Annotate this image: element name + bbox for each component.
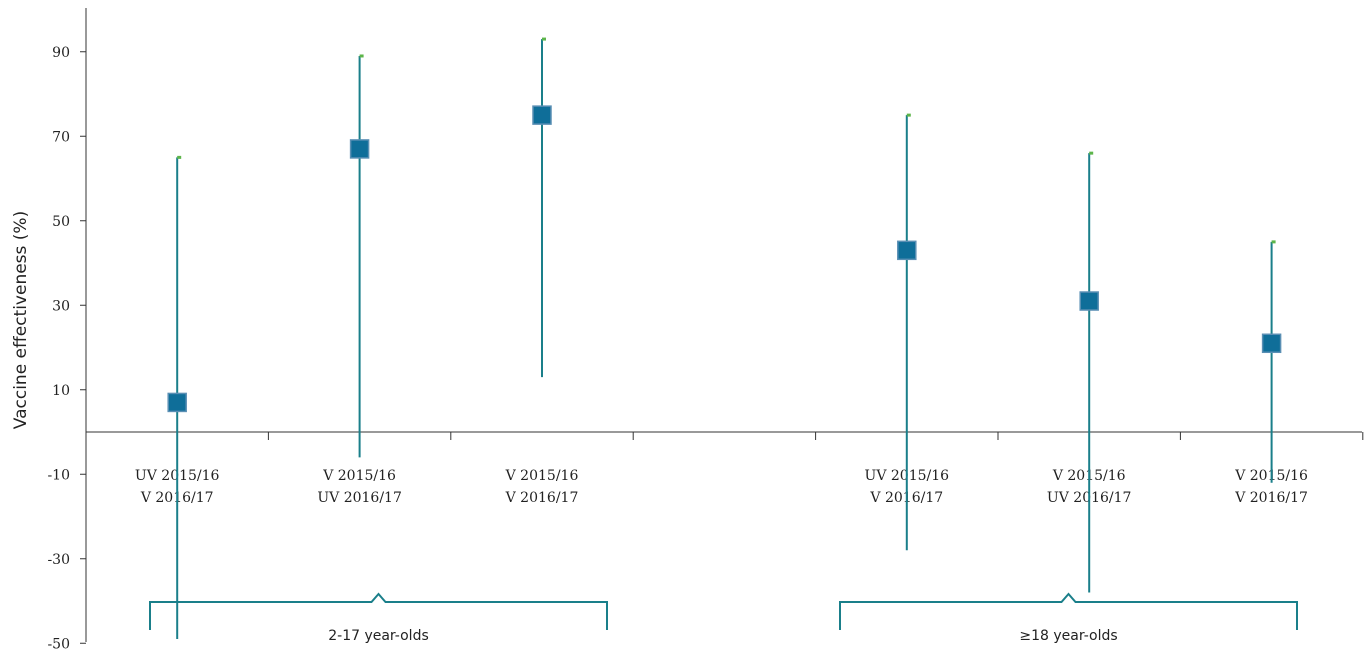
y-tick-label: -30 (47, 552, 70, 568)
y-tick-label: -50 (47, 636, 70, 652)
group-label: 2-17 year-olds (328, 628, 429, 644)
y-tick-label: 10 (52, 383, 70, 399)
x-category-label-line: V 2016/17 (1234, 490, 1308, 506)
category-label-group: UV 2015/16 V 2016/17V 2015/16 UV 2016/17V … (135, 468, 1308, 506)
estimate-marker-group (167, 105, 1282, 413)
confidence-interval-group (176, 37, 1276, 640)
group-bracket-group: 2-17 year-olds ≥18 year-olds (149, 592, 1298, 644)
y-tick-label: 50 (52, 214, 70, 230)
y-tick-label: 90 (52, 45, 70, 61)
y-tick-label: -10 (47, 467, 70, 483)
x-category-label-line: UV 2016/17 (317, 490, 402, 506)
x-category-label-line: V 2015/16 (505, 468, 579, 484)
y-tick-label: 70 (52, 129, 70, 145)
y-tick-group: 90 70 50 30 10 -10 -30 -50 (47, 45, 86, 652)
x-category-label-line: V 2015/16 (322, 468, 396, 484)
estimate-marker (1261, 333, 1282, 354)
group-label: ≥18 year-olds (1019, 628, 1117, 644)
x-category-label: V 2015/16 V 2016/17 (505, 468, 579, 506)
y-axis-label: Vaccine effectiveness (%) (11, 211, 31, 429)
estimate-marker (1079, 291, 1099, 311)
x-category-label: V 2015/16 UV 2016/17 (317, 468, 402, 506)
group-bracket (839, 592, 1298, 630)
estimate-marker (167, 392, 187, 413)
x-category-label-line: V 2016/17 (505, 490, 579, 506)
estimate-marker (349, 139, 370, 159)
estimate-marker (532, 105, 552, 125)
y-tick-label: 30 (52, 298, 70, 314)
group-bracket (149, 592, 608, 630)
estimate-marker (897, 240, 917, 261)
x-tick-group (267, 432, 1364, 440)
